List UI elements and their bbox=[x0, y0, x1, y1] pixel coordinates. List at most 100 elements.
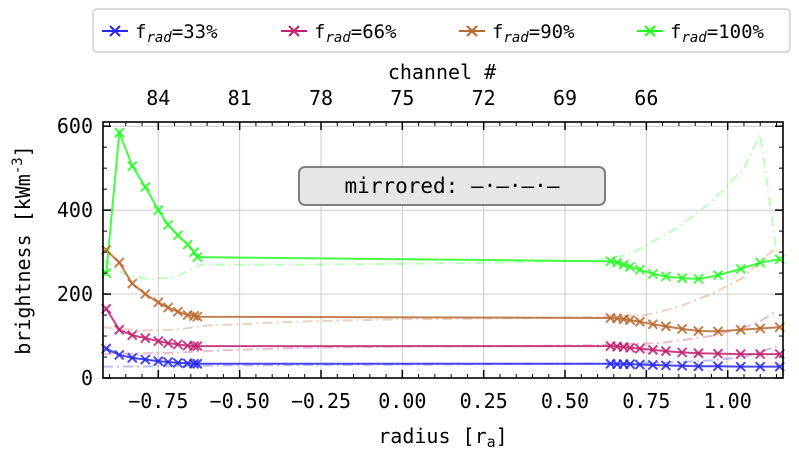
top-axis-ticks: 84 81 78 75 72 69 66 bbox=[146, 86, 658, 110]
marker-stroke bbox=[676, 323, 688, 335]
marker-stroke bbox=[624, 261, 636, 272]
x-tick-label: 0.50 bbox=[541, 389, 589, 413]
top-tick-label: 81 bbox=[228, 86, 252, 110]
marker-stroke bbox=[624, 314, 636, 326]
marker-stroke bbox=[634, 343, 646, 354]
data-point bbox=[647, 319, 659, 330]
legend-item: frad=90% bbox=[459, 21, 575, 46]
marker-stroke bbox=[735, 324, 746, 335]
marker-stroke bbox=[162, 337, 174, 349]
marker-stroke bbox=[140, 181, 151, 193]
data-point bbox=[153, 356, 164, 367]
data-point bbox=[693, 325, 704, 337]
y-axis-label-end: ] bbox=[11, 145, 35, 157]
data-point bbox=[140, 332, 151, 344]
data-point bbox=[162, 219, 174, 231]
marker-stroke bbox=[127, 352, 138, 364]
marker-stroke bbox=[634, 316, 646, 327]
data-point bbox=[624, 342, 636, 353]
top-axis-label: channel # bbox=[388, 60, 496, 84]
y-tick-labels: 0 200 400 600 bbox=[57, 114, 783, 390]
data-point bbox=[188, 340, 200, 352]
legend-label-rest: =66% bbox=[351, 21, 397, 43]
legend-marker bbox=[109, 25, 121, 37]
marker-stroke bbox=[611, 257, 623, 268]
y-tick-label: 600 bbox=[57, 114, 93, 138]
data-point bbox=[660, 345, 672, 357]
data-point bbox=[676, 360, 688, 372]
marker-stroke bbox=[647, 344, 659, 356]
marker-stroke bbox=[140, 332, 151, 344]
marker-stroke bbox=[153, 204, 164, 216]
data-point bbox=[153, 204, 164, 216]
legend: frad=33% frad=66% frad=90% frad=100% bbox=[92, 8, 791, 53]
data-point bbox=[712, 361, 724, 372]
marker-stroke bbox=[618, 259, 629, 270]
x-tick-label: −0.75 bbox=[128, 389, 188, 413]
marker-stroke bbox=[192, 340, 203, 352]
legend-label-rest: =100% bbox=[707, 21, 765, 43]
legend-label-main: f bbox=[492, 21, 503, 43]
marker-stroke bbox=[192, 251, 203, 263]
legend-label-main: f bbox=[314, 21, 325, 43]
annotation-box bbox=[298, 166, 606, 206]
marker-stroke bbox=[114, 257, 125, 268]
data-point bbox=[755, 323, 766, 334]
marker-stroke bbox=[162, 219, 174, 231]
data-point bbox=[676, 323, 688, 335]
data-point bbox=[127, 352, 138, 364]
data-point bbox=[127, 278, 138, 289]
data-point bbox=[192, 251, 203, 263]
marker-stroke bbox=[140, 354, 151, 365]
data-point bbox=[611, 257, 623, 268]
marker-stroke bbox=[153, 297, 164, 308]
legend-label: frad=100% bbox=[670, 21, 765, 46]
marker-stroke bbox=[140, 288, 151, 300]
legend-label-sub: rad bbox=[681, 30, 707, 46]
data-point bbox=[712, 269, 724, 281]
plot-frame bbox=[102, 121, 784, 379]
data-point bbox=[712, 326, 724, 337]
marker-stroke bbox=[114, 349, 125, 361]
data-point bbox=[712, 348, 724, 359]
data-point bbox=[114, 324, 125, 335]
marker-stroke bbox=[676, 272, 688, 284]
data-point bbox=[162, 356, 174, 368]
marker-stroke bbox=[634, 264, 646, 275]
marker-stroke bbox=[676, 360, 688, 372]
marker-stroke bbox=[153, 335, 164, 347]
top-tick-label: 69 bbox=[553, 86, 577, 110]
data-point bbox=[624, 358, 636, 370]
legend-label-sub: rad bbox=[146, 30, 172, 46]
x-axis-label-end: ] bbox=[496, 424, 508, 448]
data-point bbox=[188, 310, 200, 322]
data-point bbox=[693, 273, 704, 285]
data-point bbox=[634, 343, 646, 354]
data-point bbox=[172, 306, 184, 317]
marker-stroke bbox=[712, 269, 724, 281]
mirrored-line bbox=[102, 131, 778, 280]
marker-stroke bbox=[188, 310, 200, 322]
marker-stroke bbox=[676, 347, 688, 358]
data-point bbox=[127, 160, 138, 172]
data-point bbox=[114, 257, 125, 268]
data-point bbox=[624, 314, 636, 326]
marker-stroke bbox=[624, 342, 636, 353]
x-tick-label: 1.00 bbox=[704, 389, 752, 413]
legend-label-main: f bbox=[670, 21, 681, 43]
marker-stroke bbox=[712, 348, 724, 359]
marker-stroke bbox=[188, 358, 200, 369]
marker-stroke bbox=[127, 278, 138, 289]
data-point bbox=[693, 361, 704, 372]
data-point bbox=[647, 344, 659, 356]
data-point bbox=[647, 268, 659, 280]
data-point bbox=[735, 263, 746, 275]
data-point bbox=[153, 335, 164, 347]
annotation: mirrored: —·—·—·— bbox=[298, 166, 606, 206]
data-point bbox=[647, 359, 659, 371]
marker-stroke bbox=[712, 361, 724, 372]
marker-stroke bbox=[647, 319, 659, 330]
legend-marker bbox=[466, 25, 478, 37]
data-point bbox=[634, 316, 646, 327]
x-tick-label: 0.25 bbox=[460, 389, 508, 413]
